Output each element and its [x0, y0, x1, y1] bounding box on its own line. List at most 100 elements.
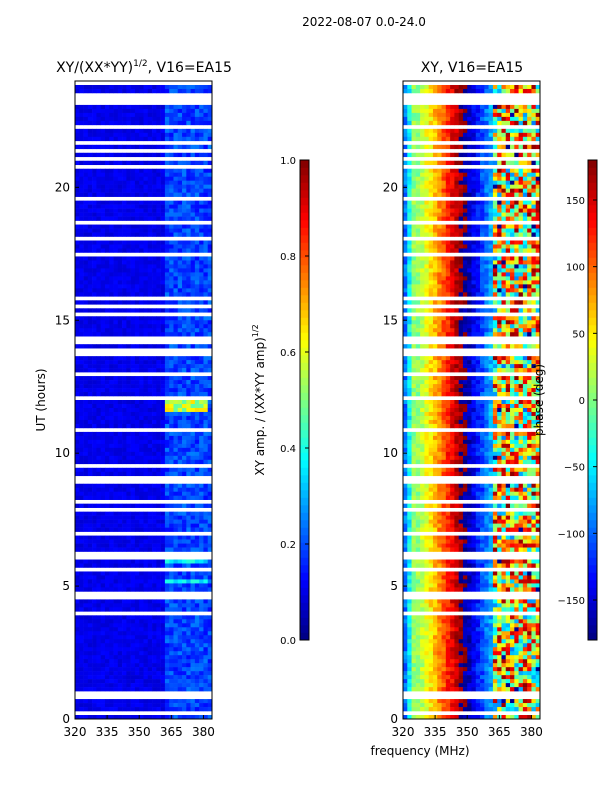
panel1-cell: [109, 575, 114, 580]
panel1-cell: [75, 471, 80, 477]
panel1-cell: [126, 431, 131, 437]
panel1-cell: [207, 308, 213, 313]
panel1-cell: [96, 168, 101, 174]
panel1-cell: [134, 635, 140, 640]
panel1-cell: [134, 467, 140, 473]
panel1-cell: [177, 643, 183, 648]
panel1-cell: [147, 160, 153, 166]
panel1-cell: [79, 571, 84, 576]
panel1-cell: [134, 308, 140, 313]
panel1-cell: [117, 380, 123, 385]
panel2-cell: [518, 112, 524, 118]
panel2-cell: [428, 240, 434, 245]
panel1-cell: [79, 451, 84, 457]
panel2-cell: [488, 228, 494, 233]
panel1-cell: [104, 384, 110, 389]
panel1-cell: [130, 451, 136, 457]
panel1-cell: [199, 384, 204, 389]
panel2-cell: [531, 228, 537, 233]
panel1-cell: [186, 419, 191, 425]
panel1-cell: [134, 623, 140, 628]
panel1-cell: [117, 643, 123, 648]
panel1-cell: [207, 132, 213, 138]
panel1-cell: [126, 364, 131, 369]
panel1-cell: [156, 356, 161, 361]
panel1-cell: [203, 356, 209, 361]
panel1-cell: [199, 703, 204, 708]
panel1-cell: [113, 515, 119, 520]
panel1-cell: [160, 228, 166, 233]
panel1-cell: [83, 328, 89, 333]
panel1-cell: [139, 651, 144, 656]
panel1-cell: [126, 384, 131, 389]
panel1-cell: [96, 543, 101, 548]
panel1-cell: [152, 152, 157, 158]
panel1-cell: [156, 192, 161, 197]
panel2-cell: [514, 176, 519, 181]
panel1-cell: [117, 228, 123, 233]
panel1-cell: [173, 380, 179, 385]
panel1-cell: [79, 132, 84, 138]
panel1-cell: [164, 160, 170, 166]
panel2-cell: [505, 200, 511, 205]
panel1-cell: [100, 667, 106, 672]
panel1-cell: [143, 368, 149, 373]
panel1-cell: [156, 152, 161, 158]
panel1-cell: [87, 439, 93, 445]
panel2-cell: [441, 168, 447, 174]
panel1-cell: [139, 699, 144, 704]
panel2-cell: [531, 168, 537, 174]
panel1-cell: [152, 288, 157, 293]
panel2-cell: [450, 232, 455, 237]
panel1-cell: [177, 176, 183, 181]
panel1-cell: [160, 659, 166, 664]
panel1-cell: [122, 268, 127, 273]
panel1-cell: [113, 647, 119, 652]
panel1-cell: [160, 703, 166, 708]
panel2-cell: [514, 180, 519, 185]
panel1-cell: [190, 308, 196, 313]
panel1-cell: [203, 523, 209, 528]
panel1-cell: [177, 663, 183, 668]
panel1-cell: [186, 435, 191, 441]
panel1-cell: [160, 400, 166, 405]
panel1-cell: [164, 435, 170, 441]
panel1-cell: [83, 519, 89, 524]
panel2-cell: [424, 188, 429, 193]
panel1-cell: [177, 308, 183, 313]
panel1-cell: [113, 284, 119, 289]
panel1-cell: [182, 88, 187, 94]
panel1-cell: [207, 328, 213, 333]
panel1-cell: [117, 703, 123, 708]
panel2-cell: [450, 212, 455, 217]
panel1-cell: [79, 643, 84, 648]
panel1-cell: [147, 579, 153, 584]
panel2-cell: [424, 88, 429, 94]
panel1-cell: [126, 571, 131, 576]
panel2-cell: [505, 172, 511, 177]
panel1-cell: [194, 172, 200, 177]
panel1-cell: [169, 615, 174, 620]
panel1-cell: [100, 647, 106, 652]
panel1-cell: [126, 623, 131, 628]
panel1-cell: [117, 276, 123, 281]
panel1-cell: [109, 579, 114, 584]
panel1-cell: [83, 435, 89, 441]
panel1-cell: [139, 671, 144, 676]
panel2-cell: [475, 184, 481, 189]
panel1-cell: [160, 208, 166, 213]
panel1-cell: [113, 212, 119, 217]
panel1-cell: [143, 364, 149, 369]
panel1-cell: [173, 451, 179, 457]
panel2-cell: [492, 168, 498, 174]
panel1-cell: [173, 619, 179, 624]
panel1-cell: [126, 400, 131, 405]
panel2-cell: [450, 188, 455, 193]
panel1-cell: [160, 136, 166, 142]
panel1-cell: [83, 292, 89, 297]
panel1-cell: [194, 651, 200, 656]
panel1-cell: [169, 699, 174, 704]
panel1-cell: [194, 120, 200, 126]
panel1-cell: [134, 419, 140, 425]
panel1-cell: [79, 655, 84, 660]
